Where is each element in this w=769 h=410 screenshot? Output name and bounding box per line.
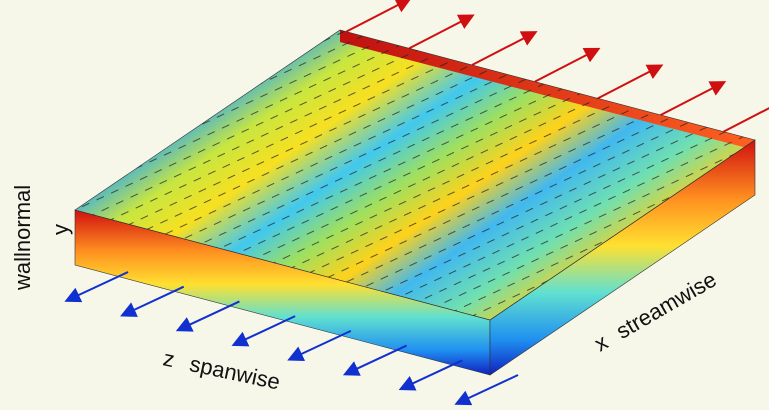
flow-arrow [402, 360, 462, 388]
axis-label: wallnormal [10, 185, 35, 291]
flow-visualization: wallnormal y z spanwise x streamwise [0, 0, 769, 410]
flow-arrow [409, 16, 471, 48]
axis-label: y [48, 224, 73, 235]
flow-arrow [347, 346, 407, 374]
flow-arrow [598, 66, 660, 98]
flow-arrow [458, 375, 518, 403]
flow-arrow [68, 272, 128, 300]
flow-arrow [291, 331, 351, 359]
flow-arrow [661, 83, 723, 115]
flow-arrow [124, 287, 184, 315]
flow-arrow [724, 100, 769, 132]
flow-arrow [235, 316, 295, 344]
flow-arrow [179, 301, 239, 329]
axis-label: z spanwise [161, 345, 282, 394]
flow-arrow [535, 50, 597, 82]
flow-arrow [346, 0, 408, 32]
flow-arrow [472, 33, 534, 65]
